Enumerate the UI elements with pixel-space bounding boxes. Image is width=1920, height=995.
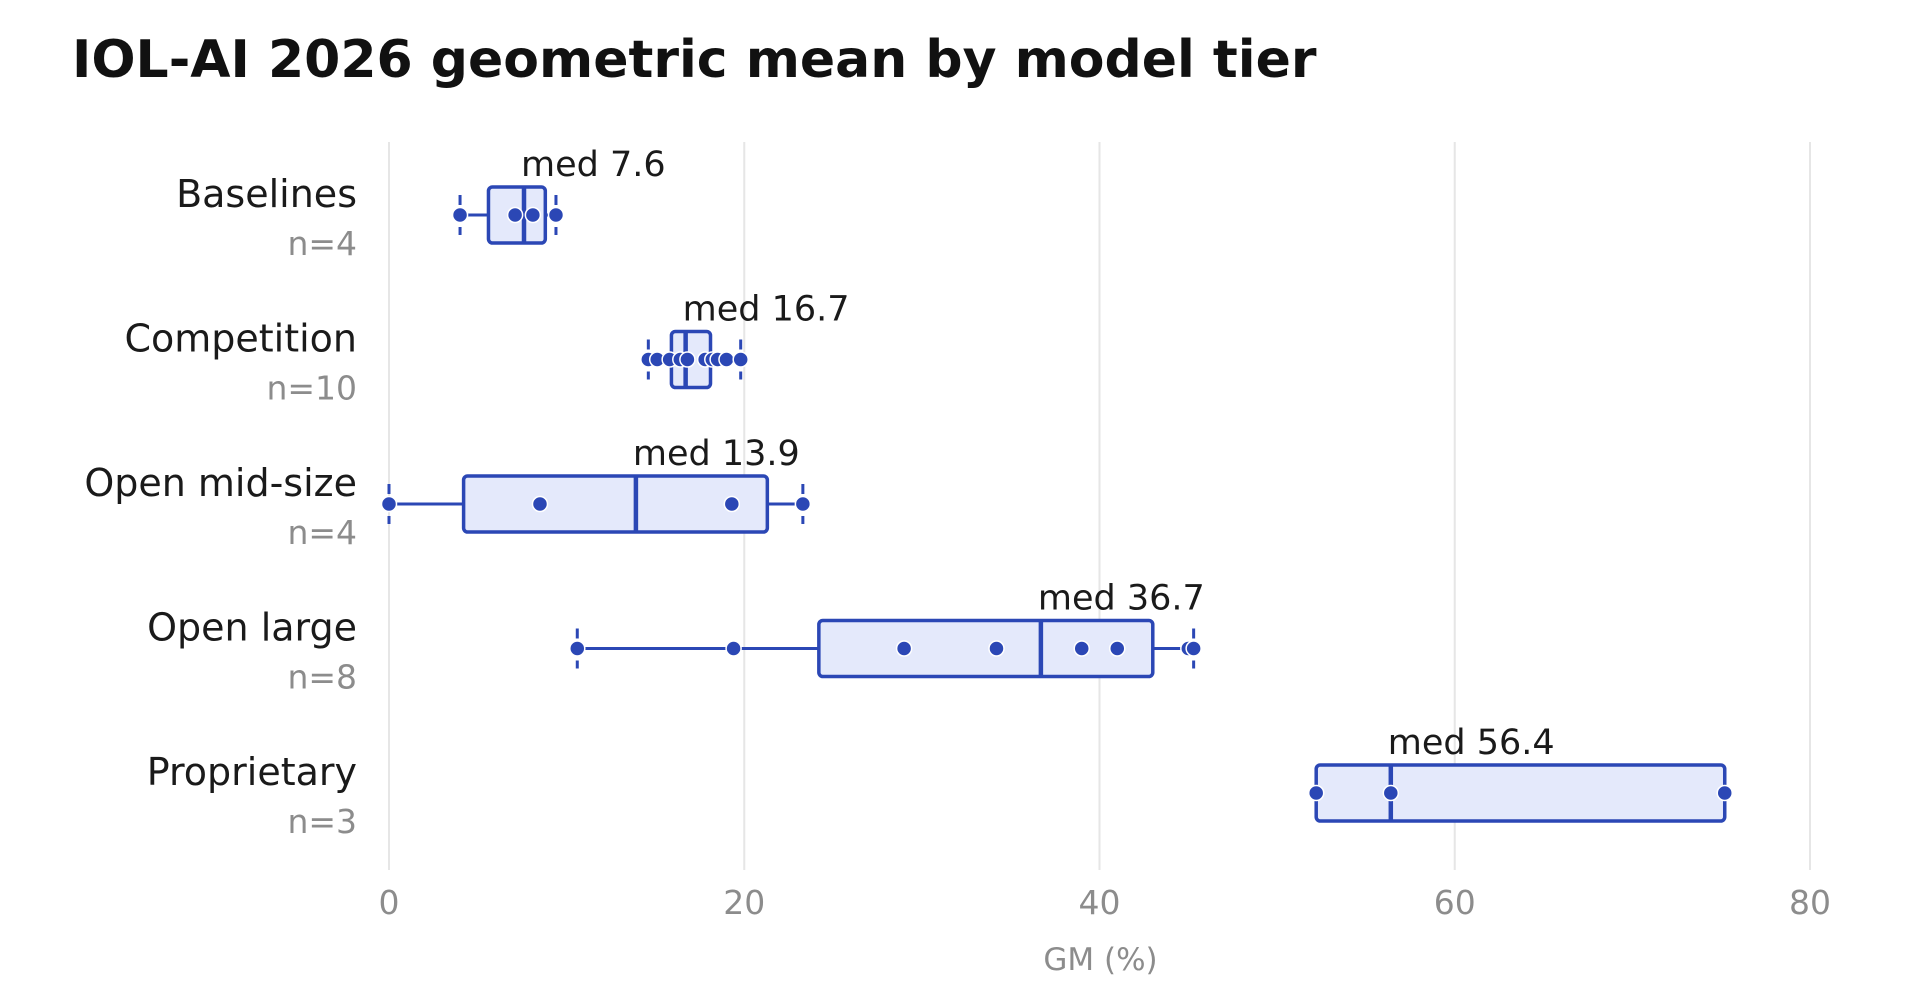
category-label: Competition [124,317,357,361]
box-group: Baselines n=4 med 7.6 [176,145,666,263]
data-point [1307,784,1325,802]
n-label: n=8 [287,658,357,697]
data-point [1716,784,1733,802]
data-point [524,206,542,224]
chart-title: IOL-AI 2026 geometric mean by model tier [72,30,1317,90]
data-point [1185,640,1202,657]
data-point [1073,640,1090,657]
n-label: n=10 [266,369,357,408]
x-tick-label: 0 [379,883,400,922]
category-label: Baselines [176,172,357,216]
median-label: med 16.7 [683,290,850,330]
data-point [531,495,549,513]
x-tick-label: 60 [1434,883,1476,922]
category-label: Open mid-size [84,461,357,505]
data-point [732,351,749,368]
data-point [569,640,586,657]
median-label: med 13.9 [633,434,800,474]
median-label: med 56.4 [1388,723,1555,763]
x-tick-label: 40 [1079,883,1121,922]
iqr-box [1314,763,1727,823]
x-axis-label: GM (%) [1043,942,1157,978]
box-groups: Baselines n=4 med 7.6 Competition n=10 med 16… [84,145,1733,841]
x-tick-label: 20 [723,883,765,922]
data-point [679,351,696,368]
n-label: n=4 [287,224,357,263]
x-tick-label: 80 [1789,883,1831,922]
n-label: n=4 [287,513,357,552]
x-axis-ticks: 0 20 40 60 80 [379,883,1832,922]
data-point [723,495,741,513]
box-group: Open mid-size n=4 med 13.9 [84,434,812,552]
iqr-box [817,618,1155,679]
n-label: n=3 [287,802,357,841]
category-label: Open large [147,606,357,650]
data-point [1109,640,1126,657]
data-point [988,640,1005,657]
data-point [794,495,812,513]
data-point [718,351,735,368]
box-group: Proprietary n=3 med 56.4 [147,723,1733,841]
category-label: Proprietary [147,750,357,794]
median-label: med 7.6 [521,145,666,185]
iqr-box [461,474,770,534]
data-point [895,640,913,657]
box-group: Open large n=8 med 36.7 [147,579,1205,697]
data-point [451,206,469,224]
data-point [725,640,742,657]
data-point [1382,784,1400,802]
data-point [506,206,524,224]
median-label: med 36.7 [1038,579,1205,619]
box-group: Competition n=10 med 16.7 [124,290,849,408]
data-point [380,495,398,513]
data-point [547,206,565,224]
